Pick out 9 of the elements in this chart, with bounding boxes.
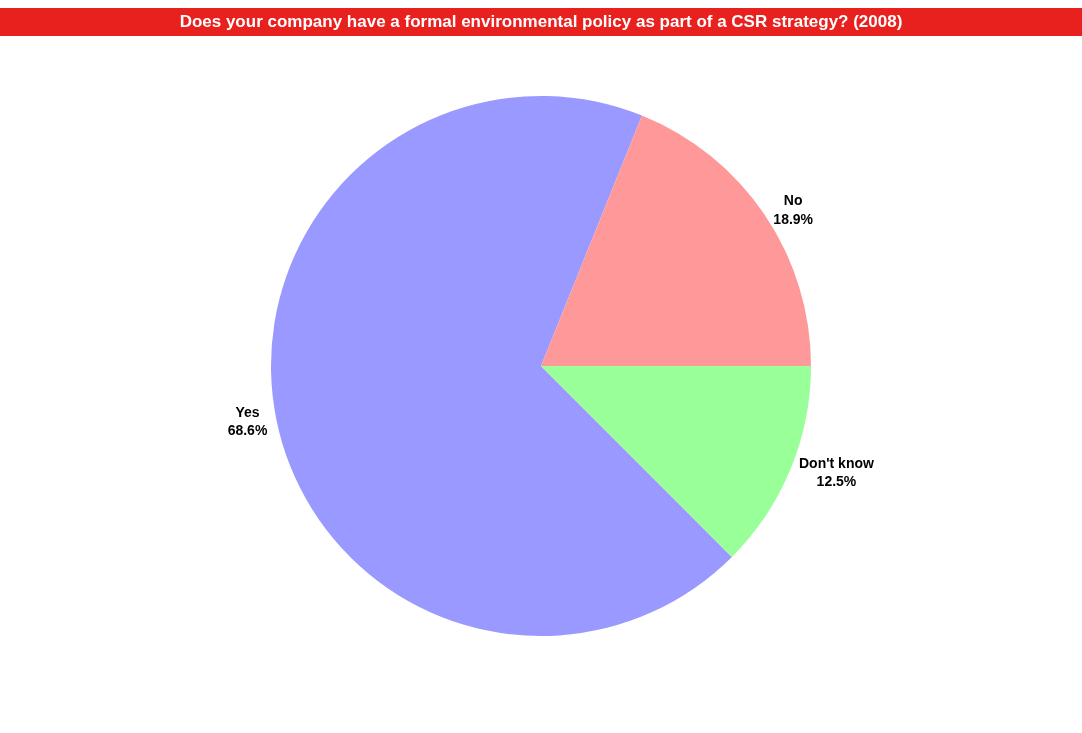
- pie-slice: [541, 115, 811, 366]
- chart-title: Does your company have a formal environmental policy as part of a CSR strategy? (2008): [0, 8, 1082, 36]
- slice-label: No: [783, 192, 803, 209]
- data-label: 68.6%: [227, 421, 268, 438]
- slice-label: Don't know: [799, 454, 874, 471]
- data-label: 12.5%: [816, 472, 857, 489]
- pie-slice: [271, 96, 732, 636]
- data-label: 18.9%: [773, 210, 814, 227]
- slice-label: Yes: [235, 403, 260, 420]
